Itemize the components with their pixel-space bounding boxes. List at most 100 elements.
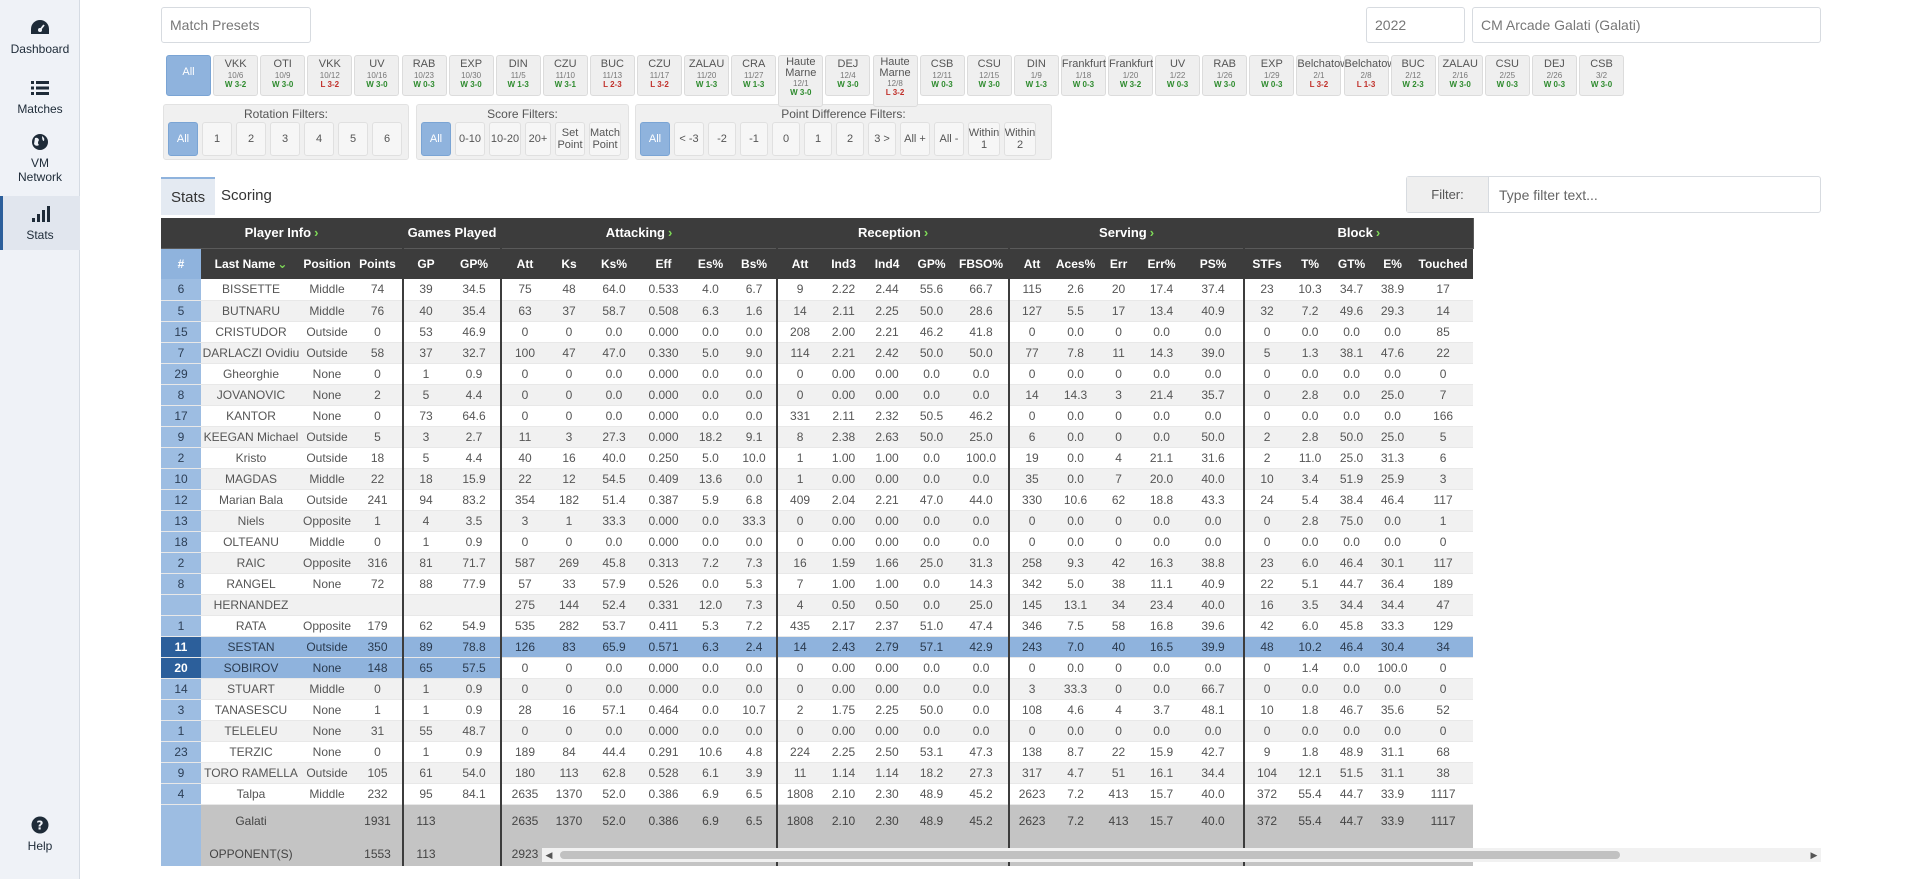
column-header[interactable]: GP [402,247,448,279]
nav-matches[interactable]: Matches [0,78,80,122]
table-row[interactable]: 2 RAIC Opposite 316 81 71.7 587 269 45.8 0.313 7.2… [161,552,1474,574]
match-button[interactable]: CSB 12/11 W 0-3 [919,55,965,96]
match-button[interactable]: Belchatow 2/1 L 3-2 [1296,55,1348,96]
nav-vm-network[interactable]: VM Network [0,132,80,192]
table-row[interactable]: 1 TELELEU None 31 55 48.7 0 0 0.0 0.000 0.0 0.0 0 0.0… [161,720,1474,742]
column-header[interactable]: Last Name ⌄ [201,247,301,279]
column-header[interactable]: PS% [1183,247,1245,279]
match-button[interactable]: BUC 11/13 L 2-3 [589,55,635,96]
table-row[interactable]: 2 Kristo Outside 18 5 4.4 40 16 40.0 0.250 5.0 10.0… [161,447,1474,469]
column-header[interactable]: GP% [448,247,502,279]
score-filter-option[interactable]: Match Point [589,122,621,156]
nav-dashboard[interactable]: Dashboard [0,18,80,62]
table-row[interactable]: HERNANDEZ 275 144 52.4 0.331 12.0 7.3 4 0.50 0.50… [161,594,1474,616]
scrollbar-thumb[interactable] [560,851,1620,859]
column-header[interactable]: Att [500,247,549,279]
scroll-left-icon[interactable]: ◀ [545,850,553,860]
rotation-filter-option[interactable]: 5 [338,122,368,156]
match-button[interactable]: RAB 1/26 W 3-0 [1202,55,1248,96]
point_diff-filter-option[interactable]: -2 [708,122,736,156]
match-button-all[interactable]: All [166,55,211,96]
rotation-filter-option[interactable]: 2 [236,122,266,156]
point_diff-filter-option[interactable]: < -3 [674,122,704,156]
match-button[interactable]: Haute Marne 12/8 L 3-2 [872,55,918,107]
match-presets-select[interactable]: Match Presets [161,7,311,43]
column-header[interactable]: Es% [689,247,733,279]
table-row[interactable]: 1 RATA Opposite 179 62 54.9 535 282 53.7 0.411 5.3… [161,615,1474,637]
table-row[interactable]: 9 TORO RAMELLA Outside 105 61 54.0 180 113 62.8 0… [161,762,1474,784]
match-button[interactable]: UV 1/22 W 0-3 [1155,55,1201,96]
point_diff-filter-option[interactable]: 2 [836,122,864,156]
table-row[interactable]: 15 CRISTUDOR Outside 0 53 46.9 0 0 0.0 0.000 0.0 0.… [161,321,1474,343]
match-button[interactable]: VKK 10/6 W 3-2 [213,55,259,96]
scroll-right-icon[interactable]: ▶ [1810,850,1818,860]
nav-help[interactable]: ? Help [0,815,80,859]
point_diff-filter-option[interactable]: 3 > [868,122,896,156]
column-header[interactable]: Position [301,247,353,279]
table-row[interactable]: 29 Gheorghie None 0 1 0.9 0 0 0.0 0.000 0.0 0.0 0 0.0… [161,363,1474,385]
score-filter-option[interactable]: All [421,122,451,156]
column-header[interactable]: Bs% [732,247,778,279]
match-button[interactable]: ZALAU 11/20 W 1-3 [684,55,730,96]
column-header[interactable]: Ind4 [865,247,910,279]
table-row[interactable]: 3 TANASESCU None 1 1 0.9 28 16 57.1 0.464 0.0 10.7 2… [161,699,1474,721]
match-button[interactable]: CZU 11/10 W 3-1 [542,55,588,96]
column-header[interactable]: GT% [1331,247,1373,279]
table-row[interactable]: 11 SESTAN Outside 350 89 78.8 126 83 65.9 0.571 6.… [161,636,1474,658]
rotation-filter-option[interactable]: 6 [372,122,402,156]
table-row[interactable]: 4 Talpa Middle 232 95 84.1 2635 1370 52.0 0.386 6.… [161,783,1474,805]
tab-stats[interactable]: Stats [161,177,216,215]
point_diff-filter-option[interactable]: All + [900,122,930,156]
rotation-filter-option[interactable]: 1 [202,122,232,156]
match-button[interactable]: UV 10/16 W 3-0 [354,55,400,96]
column-header[interactable]: Ks% [590,247,639,279]
table-row[interactable]: 17 KANTOR None 0 73 64.6 0 0 0.0 0.000 0.0 0.0 331 2.… [161,405,1474,427]
column-header[interactable]: FBSO% [954,247,1010,279]
group-header-games-played[interactable]: Games Played [401,218,502,248]
rotation-filter-option[interactable]: 4 [304,122,334,156]
match-button[interactable]: CZU 11/17 L 3-2 [637,55,682,96]
column-header[interactable]: STFs [1243,247,1290,279]
table-row[interactable]: 14 STUART Middle 0 1 0.9 0 0 0.0 0.000 0.0 0.0 0 0.00… [161,678,1474,700]
column-header[interactable]: E% [1372,247,1414,279]
match-button[interactable]: BUC 2/12 W 2-3 [1390,55,1436,96]
column-header[interactable]: Eff [638,247,690,279]
match-button[interactable]: DIN 1/9 W 1-3 [1013,55,1059,96]
match-button[interactable]: EXP 10/30 W 3-0 [448,55,494,96]
match-button[interactable]: EXP 1/29 W 0-3 [1249,55,1295,96]
match-button[interactable]: DEJ 12/4 W 3-0 [825,55,871,96]
table-row[interactable]: 7 DARLACZI Ovidiu Outside 58 37 32.7 100 47 47.0… [161,342,1474,364]
score-filter-option[interactable]: Set Point [555,122,585,156]
horizontal-scrollbar[interactable]: ◀ ▶ [542,848,1821,862]
nav-stats[interactable]: Stats [0,196,80,250]
score-filter-option[interactable]: 20+ [525,122,551,156]
group-header-serving[interactable]: Serving › [1008,218,1245,248]
table-row[interactable]: 9 KEEGAN Michael Outside 5 3 2.7 11 3 27.3 0.000 1… [161,426,1474,448]
point_diff-filter-option[interactable]: All - [934,122,964,156]
group-header-block[interactable]: Block › [1243,218,1474,248]
score-filter-option[interactable]: 10-20 [489,122,521,156]
table-row[interactable]: 13 Niels Opposite 1 4 3.5 3 1 33.3 0.000 0.0 33.3 0 0… [161,510,1474,532]
group-header-attacking[interactable]: Attacking › [500,218,778,248]
column-header[interactable]: GP% [909,247,955,279]
column-header[interactable]: # [161,247,201,279]
group-header-reception[interactable]: Reception › [776,218,1010,248]
score-filter-option[interactable]: 0-10 [455,122,485,156]
table-row[interactable]: 23 TERZIC None 0 1 0.9 189 84 44.4 0.291 10.6 4.8 22… [161,741,1474,763]
match-button[interactable]: DIN 11/5 W 1-3 [495,55,541,96]
column-header[interactable]: Att [1008,247,1055,279]
table-row[interactable]: 12 Marian Bala Outside 241 94 83.2 354 182 51.4 0… [161,489,1474,511]
rotation-filter-option[interactable]: All [168,122,198,156]
match-button[interactable]: CSB 3/2 W 3-0 [1579,55,1624,96]
column-header[interactable]: Aces% [1054,247,1098,279]
group-header-player-info[interactable]: Player Info › [161,218,404,248]
column-header[interactable]: Ks [548,247,591,279]
match-button[interactable]: Belchatow 2/8 L 1-3 [1343,55,1395,96]
tab-scoring[interactable]: Scoring [221,187,272,204]
point_diff-filter-option[interactable]: -1 [740,122,768,156]
table-row[interactable]: 5 BUTNARU Middle 76 40 35.4 63 37 58.7 0.508 6.3 1.… [161,300,1474,322]
filter-input[interactable] [1491,177,1819,212]
match-button[interactable]: Haute Marne 12/1 W 3-0 [778,55,824,107]
match-button[interactable]: VKK 10/12 L 3-2 [307,55,353,96]
match-button[interactable]: CSU 2/25 W 0-3 [1484,55,1530,96]
